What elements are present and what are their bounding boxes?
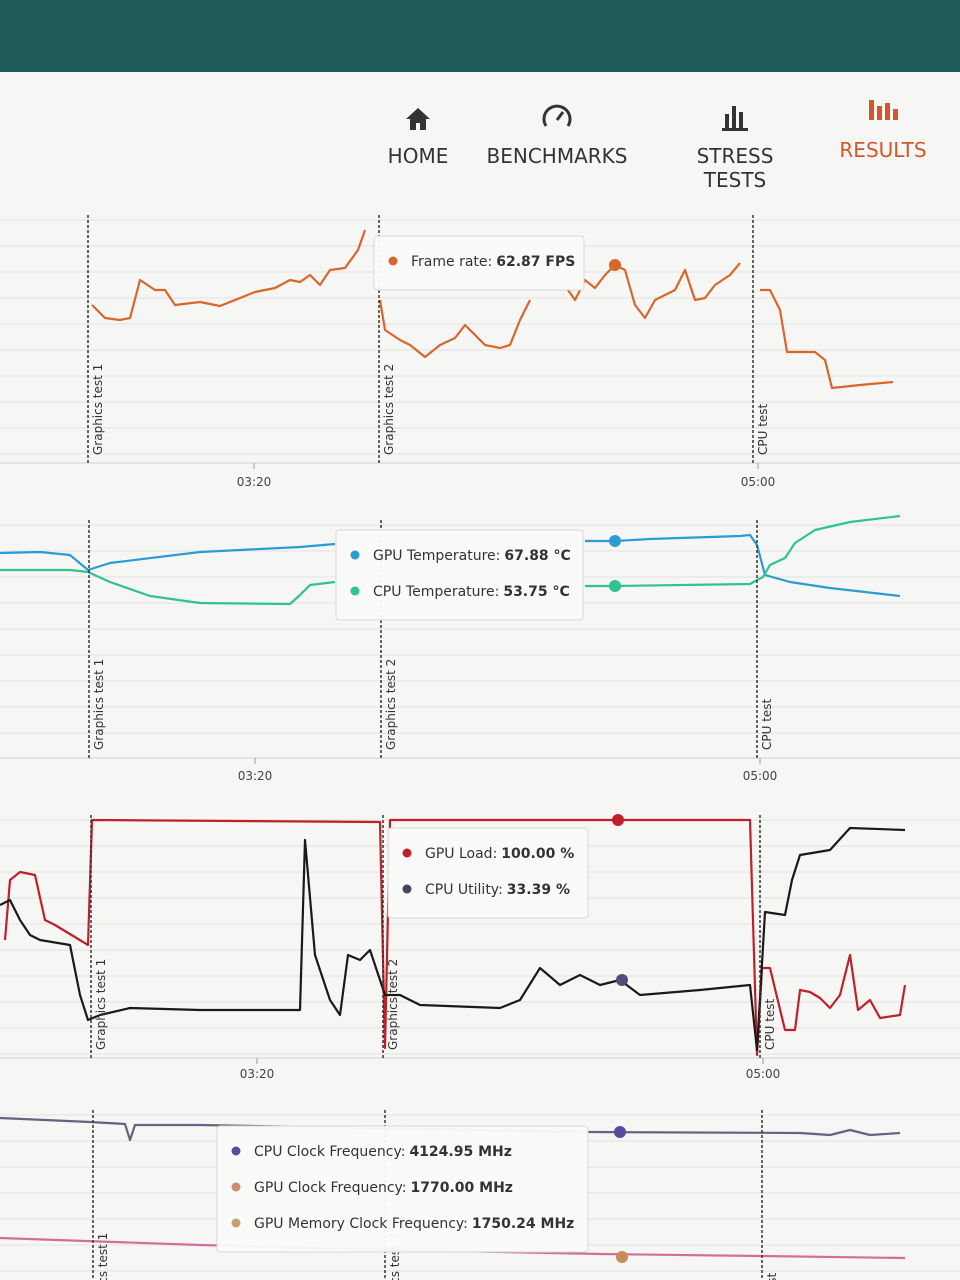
nav-label: HOME	[387, 144, 449, 168]
tooltip-text: GPU Clock Frequency: 1770.00 MHz	[254, 1180, 513, 1196]
tooltip	[387, 827, 589, 919]
window-frame	[0, 0, 960, 72]
tooltip-dot	[402, 848, 412, 858]
hover-dot	[616, 1251, 628, 1263]
tooltip-dot	[231, 1182, 241, 1192]
tooltip-dot	[350, 550, 360, 560]
x-tick-label: 03:20	[237, 475, 272, 489]
bars-icon	[722, 106, 748, 131]
tooltip-text: CPU Utility: 33.39 %	[425, 882, 570, 898]
gpu-load-line	[3, 818, 907, 1057]
gpu-temp-line	[0, 542, 336, 572]
chart-overlays: Graphics test 1 Graphics test 2 CPU test 03…	[87, 215, 781, 1280]
tooltip-label: GPU Load:	[425, 846, 497, 862]
nav-label: STRESS TESTS	[696, 144, 774, 192]
tooltip-value: 1770.00 MHz	[411, 1180, 513, 1196]
hover-dot	[609, 535, 621, 547]
tooltip-value: 1750.24 MHz	[472, 1216, 574, 1232]
cpu-temp-line	[0, 568, 336, 606]
tooltip-dot	[388, 256, 398, 266]
nav-home[interactable]: HOME	[380, 100, 456, 180]
tooltip-dot	[402, 884, 412, 894]
tooltip	[335, 529, 584, 621]
lines	[0, 229, 907, 1263]
test-marker-label: CPU test	[763, 998, 777, 1050]
frame-rate-line	[91, 229, 367, 322]
tooltip	[216, 1125, 589, 1253]
tooltip-label: CPU Utility:	[425, 882, 503, 898]
tooltip-dot	[350, 586, 360, 596]
tooltip-dot	[231, 1146, 241, 1156]
chart-backgrounds	[0, 219, 960, 1272]
tooltip-value: 67.88 °C	[504, 548, 570, 564]
test-marker-label: Graphics test 1	[96, 1233, 110, 1280]
tooltip-text: GPU Memory Clock Frequency: 1750.24 MHz	[254, 1216, 574, 1232]
test-marker-label: Graphics test 2	[382, 364, 396, 455]
test-marker-label: Graphics test 1	[91, 364, 105, 455]
tooltip-value: 62.87 FPS	[496, 254, 575, 270]
test-marker-label: Graphics test 1	[94, 959, 108, 1050]
test-marker-label: Graphics test 1	[92, 659, 106, 750]
cpu-temp-line	[585, 514, 901, 588]
nav-benchmarks[interactable]: BENCHMARKS	[484, 100, 630, 180]
hover-dot	[609, 580, 621, 592]
tooltip-dot	[231, 1218, 241, 1228]
frame-rate-line	[378, 299, 531, 359]
x-tick-label: 05:00	[743, 769, 778, 783]
gpu-temp-line	[585, 533, 901, 598]
tooltip	[373, 235, 585, 291]
home-icon	[406, 108, 430, 130]
test-marker-label: Graphics test 2	[384, 659, 398, 750]
tooltip-label: CPU Temperature:	[373, 584, 499, 600]
tooltip-text: GPU Load: 100.00 %	[425, 846, 574, 862]
tooltip-text: CPU Temperature: 53.75 °C	[373, 584, 570, 600]
tooltip-value: 4124.95 MHz	[409, 1144, 511, 1160]
nav-stress-tests[interactable]: STRESS TESTS	[664, 100, 806, 192]
tooltip-text: CPU Clock Frequency: 4124.95 MHz	[254, 1144, 512, 1160]
x-tick-label: 05:00	[746, 1067, 781, 1081]
frame-rate-line	[567, 262, 741, 320]
test-marker-label: Graphics test 2	[386, 959, 400, 1050]
tooltip-label: GPU Temperature:	[373, 548, 500, 564]
tooltip-value: 100.00 %	[501, 846, 574, 862]
tooltip-text: GPU Temperature: 67.88 °C	[373, 548, 571, 564]
test-marker-label: CPU test	[760, 698, 774, 750]
nav-label: RESULTS	[839, 138, 927, 162]
test-marker-label: CPU test	[765, 1272, 779, 1280]
nav-label: BENCHMARKS	[486, 144, 628, 168]
x-tick-label: 03:20	[240, 1067, 275, 1081]
hover-dot	[614, 1126, 626, 1138]
tooltip-text: Frame rate: 62.87 FPS	[411, 254, 575, 270]
x-tick-label: 03:20	[238, 769, 273, 783]
hover-dot	[609, 259, 621, 271]
tooltip-label: GPU Clock Frequency:	[254, 1180, 407, 1196]
x-tick-label: 05:00	[741, 475, 776, 489]
tooltip-label: GPU Memory Clock Frequency:	[254, 1216, 468, 1232]
nav-results[interactable]: RESULTS	[838, 94, 928, 174]
gauge-icon	[542, 104, 572, 127]
hover-dot	[616, 974, 628, 986]
tooltip-value: 53.75 °C	[503, 584, 569, 600]
cpu-utility-line	[0, 826, 906, 1052]
tooltip-value: 33.39 %	[507, 882, 570, 898]
frame-rate-line	[760, 288, 894, 390]
hover-dot	[612, 814, 624, 826]
tooltip-label: CPU Clock Frequency:	[254, 1144, 405, 1160]
results-icon	[869, 100, 898, 120]
test-marker-label: CPU test	[756, 403, 770, 455]
tooltip-label: Frame rate:	[411, 254, 492, 270]
